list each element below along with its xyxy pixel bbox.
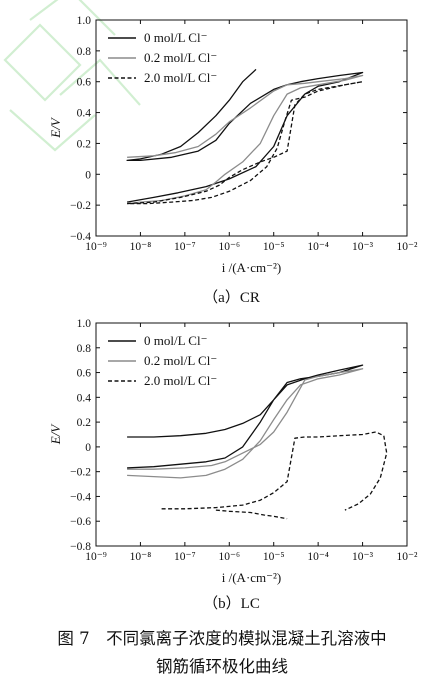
legend-entry: 0 mol/L Cl⁻ (144, 333, 207, 348)
series-line-0 (127, 364, 364, 469)
x-tick-label: 10⁻² (396, 551, 418, 563)
series-line-2 (161, 431, 388, 511)
y-tick-label: −0.8 (70, 541, 91, 553)
y-tick-label: 0.2 (77, 417, 92, 429)
x-tick-label: 10⁻⁶ (218, 551, 240, 563)
x-tick-label: 10⁻⁷ (174, 551, 196, 563)
x-tick-label: 10⁻⁶ (218, 241, 240, 253)
y-tick-label: −0.4 (70, 231, 91, 243)
series-line-2 (127, 81, 364, 205)
y-tick-label: 1.0 (77, 318, 92, 330)
plot-frame (95, 19, 408, 237)
series-line-1 (127, 368, 364, 479)
series-line-3 (215, 509, 288, 520)
y-axis-label: E/V (48, 116, 63, 139)
x-tick-label: 10⁻² (396, 241, 418, 253)
x-tick-label: 10⁻⁸ (130, 241, 152, 253)
y-tick-label: −0.4 (70, 491, 91, 503)
figure-caption-line2: 钢筋循环极化曲线 (156, 657, 288, 676)
figure-caption-line1: 图 7 不同氯离子浓度的模拟混凝土孔溶液中 (57, 629, 386, 648)
y-tick-label: 0.8 (77, 343, 92, 355)
legend-entry: 0.2 mol/L Cl⁻ (144, 353, 217, 368)
y-tick-label: 0.4 (77, 392, 92, 404)
y-tick-label: 0 (85, 442, 91, 454)
y-tick-label: 0.8 (77, 46, 92, 58)
y-tick-label: 0.4 (77, 108, 92, 120)
panel-caption: （a）CR (203, 289, 260, 306)
y-tick-label: 0 (85, 169, 91, 181)
panel-caption: （b）LC (203, 595, 260, 612)
y-tick-label: −0.2 (70, 200, 91, 212)
x-tick-label: 10⁻⁵ (263, 241, 285, 253)
watermark-logo (3, 0, 141, 152)
x-tick-label: 10⁻³ (352, 241, 374, 253)
y-tick-label: 1.0 (77, 15, 92, 27)
x-tick-label: 10⁻⁹ (85, 551, 107, 563)
legend-entry: 0 mol/L Cl⁻ (144, 30, 207, 45)
x-axis-label: i /(A·cm⁻²) (222, 570, 282, 585)
x-tick-label: 10⁻⁴ (307, 551, 329, 563)
y-tick-label: 0.6 (77, 368, 92, 380)
y-tick-label: −0.2 (70, 467, 91, 479)
y-tick-label: 0.6 (77, 77, 92, 89)
chart-panel-lc: 10⁻⁹ 10⁻⁸ 10⁻⁷ 10⁻⁶ 10⁻⁵ 10⁻⁴ 10⁻³ 10⁻² −0.8 −0.6… (48, 318, 418, 612)
x-tick-label: 10⁻⁷ (174, 241, 196, 253)
legend-entry: 2.0 mol/L Cl⁻ (144, 373, 217, 388)
y-axis-label: E/V (48, 423, 63, 446)
x-axis-label: i /(A·cm⁻²) (222, 260, 282, 275)
x-tick-label: 10⁻³ (352, 551, 374, 563)
legend-entry: 0.2 mol/L Cl⁻ (144, 50, 217, 65)
series-line-1 (127, 74, 364, 205)
plot-frame (95, 322, 408, 547)
x-tick-label: 10⁻⁹ (85, 241, 107, 253)
x-tick-label: 10⁻⁵ (263, 551, 285, 563)
chart-panel-cr: 10⁻⁹ 10⁻⁸ 10⁻⁷ 10⁻⁶ 10⁻⁵ 10⁻⁴ 10⁻³ 10⁻² −0.4 −0.2… (48, 15, 418, 306)
y-tick-label: −0.6 (70, 516, 91, 528)
x-tick-label: 10⁻⁸ (130, 551, 152, 563)
legend-entry: 2.0 mol/L Cl⁻ (144, 70, 217, 85)
y-tick-label: 0.2 (77, 138, 92, 150)
x-tick-label: 10⁻⁴ (307, 241, 329, 253)
